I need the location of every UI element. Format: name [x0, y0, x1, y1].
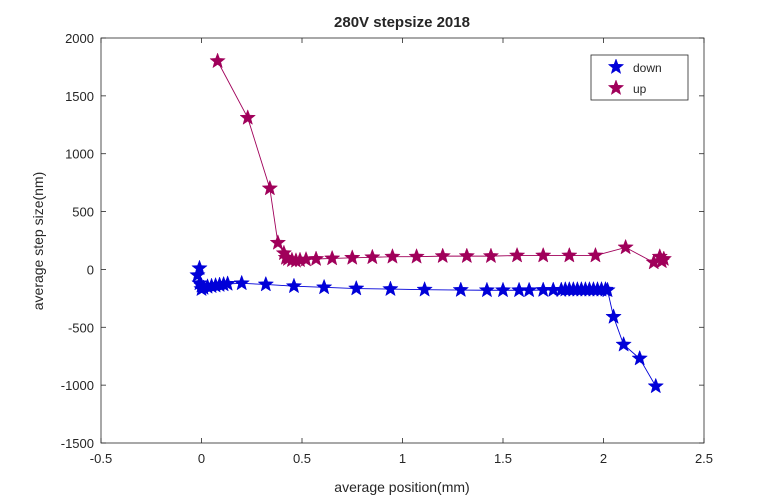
y-tick-label: 0 — [87, 262, 94, 277]
y-tick-label: -1500 — [61, 436, 94, 451]
data-point-down — [615, 335, 632, 352]
x-tick-layer: -0.5 0 0.5 1 1.5 2 2.5 — [90, 38, 713, 466]
legend-marker-up — [607, 79, 625, 96]
data-point-down — [416, 280, 433, 297]
data-point-up — [364, 248, 381, 265]
data-point-up — [209, 52, 226, 69]
x-tick-label: 0.5 — [293, 451, 311, 466]
y-axis-label: average step size(nm) — [30, 172, 46, 311]
x-tick-label: 2.5 — [695, 451, 713, 466]
data-point-up — [617, 238, 634, 255]
legend-label-up: up — [633, 82, 647, 96]
x-tick-label: 2 — [600, 451, 607, 466]
data-point-down — [347, 279, 365, 296]
data-point-down — [510, 281, 528, 298]
legend-star-down — [607, 58, 625, 75]
data-point-down — [452, 281, 470, 298]
data-point-up — [508, 246, 526, 263]
y-tick-layer: -1500 -1000 -500 0 500 1000 1500 2000 — [61, 31, 704, 451]
data-point-down — [315, 278, 333, 295]
data-point-up — [482, 247, 500, 264]
data-point-up — [587, 246, 604, 263]
data-point-up — [307, 250, 325, 267]
y-tick-label: -500 — [68, 320, 94, 335]
data-point-down — [631, 349, 648, 366]
data-point-down — [494, 281, 512, 298]
legend-marker-down — [607, 58, 625, 75]
data-point-up — [561, 246, 578, 263]
data-point-up — [408, 247, 425, 264]
x-tick-label: -0.5 — [90, 451, 112, 466]
data-point-down — [257, 275, 275, 292]
data-point-down — [534, 281, 552, 298]
data-point-up — [458, 247, 476, 264]
x-axis-label: average position(mm) — [334, 479, 469, 495]
data-point-down — [647, 377, 665, 394]
data-point-up — [323, 249, 341, 266]
data-point-down — [233, 274, 250, 291]
data-point-down — [191, 259, 208, 276]
data-point-up — [343, 249, 361, 265]
y-tick-label: -1000 — [61, 378, 94, 393]
data-point-up — [534, 246, 552, 263]
data-point-down — [478, 281, 496, 298]
data-point-down — [193, 276, 210, 293]
data-point-down — [382, 280, 399, 297]
legend-star-up — [607, 79, 625, 96]
legend-label-down: down — [633, 61, 662, 75]
y-tick-label: 2000 — [65, 31, 94, 46]
y-tick-label: 1000 — [65, 147, 94, 162]
plot-area — [101, 38, 704, 443]
series-layer — [189, 52, 673, 394]
chart-title: 280V stepsize 2018 — [334, 14, 470, 31]
data-point-up — [655, 250, 673, 267]
y-tick-label: 500 — [72, 205, 94, 220]
data-point-down — [605, 308, 622, 324]
x-tick-label: 0 — [198, 451, 205, 466]
x-tick-label: 1.5 — [494, 451, 512, 466]
y-tick-label: 1500 — [65, 89, 94, 104]
data-point-up — [434, 247, 451, 264]
data-point-up — [269, 234, 287, 250]
legend-box — [590, 54, 689, 101]
data-point-down — [285, 277, 303, 294]
data-point-up — [384, 247, 401, 264]
data-point-up — [239, 109, 257, 125]
legend: down up — [590, 54, 689, 101]
x-tick-label: 1 — [399, 451, 406, 466]
data-point-up — [261, 179, 279, 196]
